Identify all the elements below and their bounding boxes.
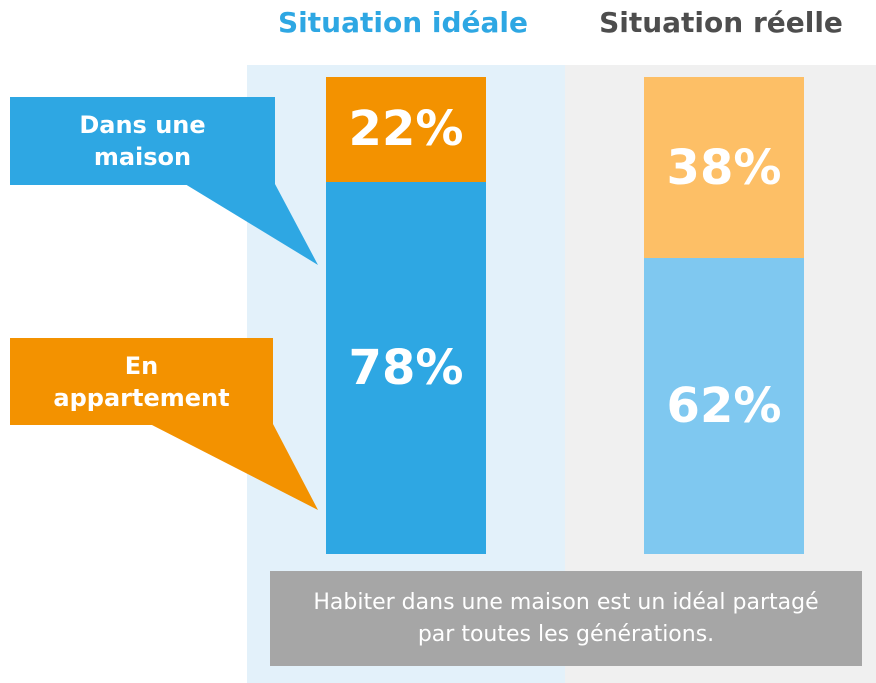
legend-label: En appartement [53,351,230,412]
category-label: Situation réelle [599,6,843,39]
value-label: 78% [348,339,464,396]
callout-pointer [150,424,318,510]
value-label: 22% [348,101,464,158]
value-label: 38% [666,139,782,196]
legend-label: Dans une maison [79,111,206,171]
value-label: 62% [666,378,782,435]
bar-segment: 22% [326,77,486,182]
legend-callout: Dans une maison [10,97,275,185]
category-label: Situation idéale [278,6,528,39]
bar-segment: 78% [326,181,486,554]
bar-segment: 62% [644,258,804,554]
annotation: Habiter dans une maison est un idéal par… [313,589,819,647]
callout-pointer [185,184,318,265]
annotation-box: Habiter dans une maison est un idéal par… [270,571,862,666]
legend-callout: En appartement [10,338,273,425]
bar-segment: 38% [644,77,804,259]
